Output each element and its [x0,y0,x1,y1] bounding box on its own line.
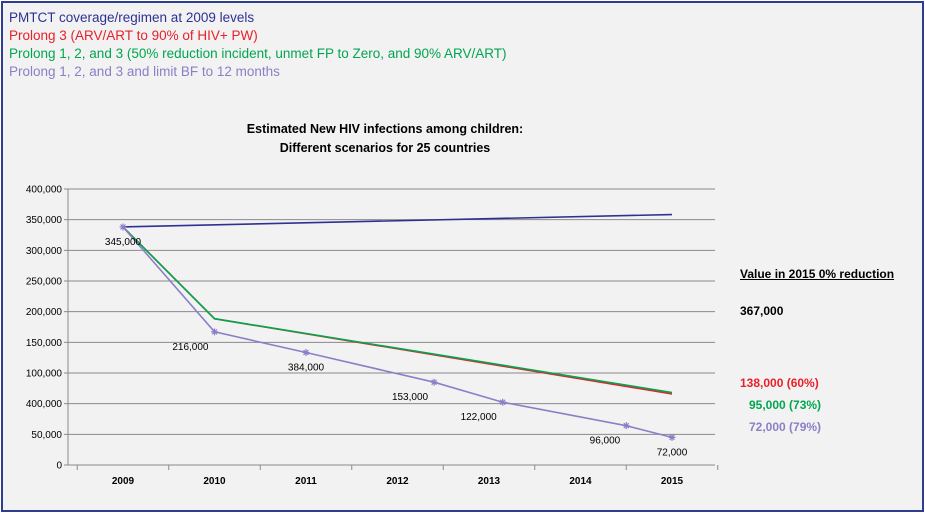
legend-line-baseline: PMTCT coverage/regimen at 2009 levels [9,10,255,25]
series-point-4 [119,223,127,231]
y-tick-label: 200,000 [26,307,63,318]
y-tick-label: 400,000 [26,399,63,410]
x-tick-label: 2012 [386,476,409,487]
y-tick-label: 350,000 [26,215,63,226]
data-label: 384,000 [288,363,325,374]
legend-line-prolong-123-bf: Prolong 1, 2, and 3 and limit BF to 12 m… [9,64,280,79]
series-line-4 [122,226,673,439]
series-point-4 [622,422,630,430]
data-label: 216,000 [172,342,209,353]
data-label: 72,000 [657,447,688,458]
y-tick-label: 300,000 [26,246,63,257]
data-label: 122,000 [461,412,498,423]
x-tick-label: 2010 [203,476,226,487]
chart-title-line: Different scenarios for 25 countries [280,141,491,155]
series-point-4 [668,433,676,441]
y-tick-label: 400,000 [26,185,63,196]
x-tick-label: 2015 [661,476,684,487]
chart-title-line: Estimated New HIV infections among child… [247,122,523,136]
side-value-prolong-123-bf: 72,000 (79%) [749,420,822,434]
data-label: 153,000 [392,392,429,403]
series-point-4 [499,398,507,406]
x-tick-label: 2013 [478,476,501,487]
series-point-4 [430,378,438,386]
series-line-3 [122,226,673,394]
side-value-prolong-123: 95,000 (73%) [749,398,822,412]
data-label: 345,000 [105,237,142,248]
x-tick-label: 2011 [295,476,317,487]
y-tick-label: 250,000 [26,277,63,288]
x-tick-label: 2009 [112,476,135,487]
y-tick-label: 150,000 [26,338,63,349]
data-label: 96,000 [590,436,621,447]
series-point-4 [211,328,218,336]
series-line-1 [122,213,673,228]
side-value-prolong-3: 138,000 (60%) [740,376,819,390]
legend-line-prolong-3: Prolong 3 (ARV/ART to 90% of HIV+ PW) [9,28,258,43]
x-tick-label: 2014 [569,476,592,487]
y-tick-label: 0 [56,461,62,472]
series-point-4 [302,349,310,357]
side-value-baseline: 367,000 [740,304,784,318]
y-tick-label: 100,000 [26,369,63,380]
side-panel-heading: Value in 2015 0% reduction [740,267,895,281]
y-tick-label: 50,000 [31,430,62,441]
legend-line-prolong-123: Prolong 1, 2, and 3 (50% reduction incid… [9,46,507,61]
